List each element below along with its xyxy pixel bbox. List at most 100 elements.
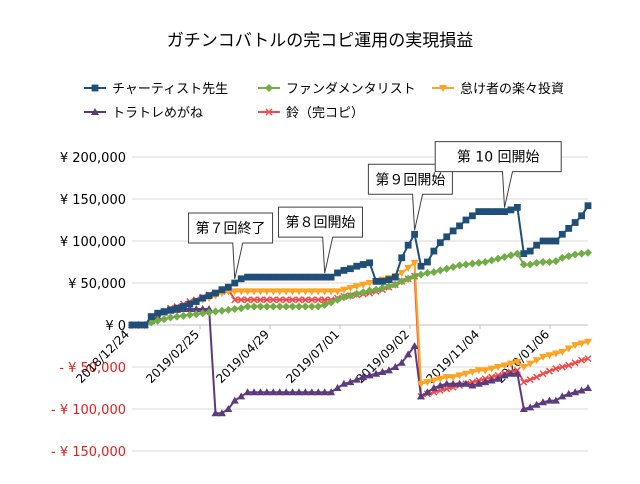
series-marker bbox=[404, 274, 413, 283]
series-marker bbox=[340, 267, 348, 274]
series-marker bbox=[333, 295, 342, 304]
series-marker bbox=[147, 313, 155, 320]
series-marker bbox=[455, 261, 464, 270]
series-marker bbox=[539, 353, 548, 361]
series-marker bbox=[256, 296, 264, 304]
series-marker bbox=[308, 273, 316, 281]
series-marker bbox=[359, 281, 368, 289]
y-tick-label: ¥ 0 bbox=[105, 319, 126, 334]
annotation-label: 第９回開始 bbox=[375, 171, 445, 188]
series-marker bbox=[366, 259, 374, 267]
series-marker bbox=[551, 257, 560, 266]
series-marker bbox=[526, 360, 535, 368]
series-marker bbox=[230, 288, 239, 296]
series-marker bbox=[417, 392, 426, 400]
series-marker bbox=[153, 316, 162, 325]
annotation-callout: 第８回開始 bbox=[277, 206, 363, 274]
series-marker bbox=[513, 369, 522, 377]
series-marker bbox=[500, 362, 509, 370]
series-marker bbox=[519, 405, 528, 412]
series-marker bbox=[526, 260, 535, 269]
series-marker bbox=[500, 371, 509, 379]
series-marker bbox=[532, 400, 541, 408]
series-marker bbox=[520, 250, 528, 257]
legend-item: チャーティスト先生 bbox=[84, 82, 228, 97]
series-marker bbox=[500, 252, 509, 261]
series-marker bbox=[571, 250, 580, 259]
series-marker bbox=[443, 233, 451, 241]
series-marker bbox=[307, 388, 316, 396]
series-marker bbox=[372, 277, 380, 285]
series-marker bbox=[237, 296, 245, 304]
series-marker bbox=[314, 388, 323, 396]
series-marker bbox=[160, 315, 169, 324]
series-marker bbox=[199, 294, 207, 302]
series-marker bbox=[224, 405, 233, 412]
series-marker bbox=[346, 285, 355, 293]
series-marker bbox=[436, 239, 444, 247]
series-marker bbox=[172, 312, 181, 321]
series-marker bbox=[237, 304, 246, 313]
series-marker bbox=[571, 388, 580, 396]
series-marker bbox=[487, 365, 496, 373]
series-marker bbox=[449, 263, 458, 272]
series-marker bbox=[359, 288, 368, 297]
series-marker bbox=[320, 300, 329, 309]
series-marker bbox=[128, 321, 136, 329]
series-marker bbox=[262, 302, 271, 311]
series-marker bbox=[211, 307, 220, 316]
series-marker bbox=[461, 379, 470, 387]
annotation-label: 第７回終了 bbox=[196, 220, 266, 237]
series-marker bbox=[442, 379, 451, 387]
series-marker bbox=[275, 302, 284, 311]
series-marker bbox=[423, 388, 432, 396]
chart-title: ガチンコバトルの完コピ運用の実現損益 bbox=[167, 31, 474, 51]
series-marker bbox=[231, 296, 239, 304]
series-marker bbox=[217, 409, 226, 417]
series-marker bbox=[265, 108, 273, 116]
series-marker bbox=[468, 212, 476, 220]
series-marker bbox=[339, 379, 348, 387]
series-marker bbox=[526, 247, 534, 255]
series-marker bbox=[301, 388, 310, 396]
series-marker bbox=[475, 208, 483, 215]
series-marker bbox=[506, 369, 515, 377]
series-marker bbox=[513, 204, 521, 211]
series-marker bbox=[481, 208, 489, 215]
series-marker bbox=[346, 265, 354, 273]
series-marker bbox=[339, 293, 348, 302]
series-marker bbox=[179, 311, 188, 320]
series-marker bbox=[520, 378, 528, 386]
series-marker bbox=[468, 381, 477, 389]
legend-label: チャーティスト先生 bbox=[112, 82, 228, 97]
legend-item: ファンダメンタリスト bbox=[258, 82, 416, 97]
series-marker bbox=[276, 296, 284, 304]
series-marker bbox=[577, 386, 586, 394]
series-marker bbox=[565, 361, 573, 369]
series-marker bbox=[243, 388, 252, 396]
series-marker bbox=[526, 403, 535, 411]
series-marker bbox=[584, 338, 592, 346]
series-marker bbox=[237, 392, 246, 400]
grid bbox=[132, 156, 588, 452]
series-marker bbox=[359, 261, 367, 268]
series-marker bbox=[198, 309, 207, 318]
series-marker bbox=[269, 273, 277, 281]
series-marker bbox=[449, 227, 457, 235]
series-marker bbox=[205, 292, 213, 299]
series-marker bbox=[578, 356, 586, 364]
legend-label: 鈴（完コピ） bbox=[286, 106, 364, 121]
series bbox=[128, 259, 592, 388]
series-marker bbox=[327, 298, 336, 307]
series-marker bbox=[243, 302, 252, 311]
series-marker bbox=[257, 273, 264, 281]
series-marker bbox=[439, 85, 447, 92]
series-marker bbox=[256, 288, 265, 296]
legend-label: ファンダメンタリスト bbox=[286, 82, 416, 97]
annotation-label: 第 10 回開始 bbox=[457, 149, 540, 166]
annotation-box bbox=[188, 212, 274, 280]
series-marker bbox=[192, 305, 201, 313]
series-marker bbox=[506, 360, 515, 368]
legend-item: トラトレめがね bbox=[84, 106, 203, 121]
series-marker bbox=[192, 298, 200, 305]
